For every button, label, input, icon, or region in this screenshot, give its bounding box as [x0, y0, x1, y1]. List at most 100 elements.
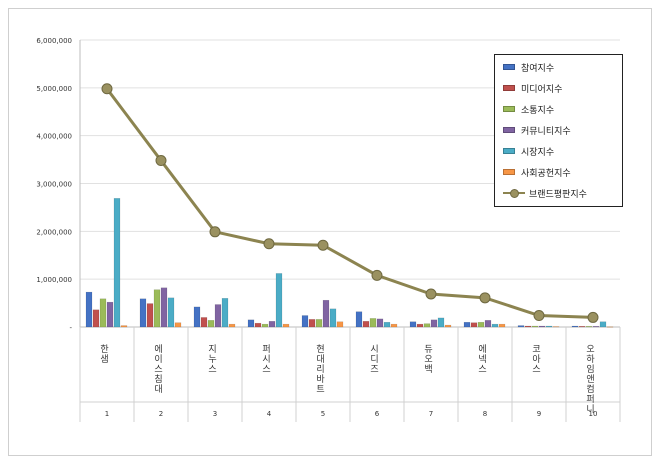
bar — [329, 308, 337, 328]
bar — [444, 324, 452, 328]
bar — [517, 325, 525, 328]
bar — [369, 318, 377, 328]
x-tick-label: 지누스 — [206, 344, 216, 374]
x-tick-label: 에이스침대 — [152, 344, 162, 394]
x-tick-label: 시디즈 — [368, 344, 378, 374]
bar — [409, 321, 417, 328]
y-tick-label: 4,000,000 — [36, 133, 72, 141]
brand-reputation-line — [105, 87, 594, 319]
brand-reputation-point — [533, 310, 545, 322]
legend-swatch — [503, 106, 515, 112]
x-tick-label: 오하임앤컴퍼니 — [584, 344, 594, 414]
bar — [383, 321, 391, 328]
bar — [437, 317, 445, 328]
bar — [268, 321, 276, 328]
x-tick-label: 코아스 — [530, 344, 540, 374]
bar — [390, 323, 398, 328]
bar — [362, 321, 370, 328]
bar — [571, 325, 579, 328]
rank-label: 1 — [105, 410, 109, 418]
bar — [113, 198, 121, 328]
y-tick-label: 6,000,000 — [36, 37, 72, 45]
y-tick-label: 2,000,000 — [36, 228, 72, 236]
bar — [498, 323, 506, 328]
bar — [160, 287, 168, 328]
bar — [430, 319, 438, 328]
legend-label: 소통지수 — [521, 105, 555, 116]
brand-reputation-point — [479, 292, 491, 304]
legend-label: 참여지수 — [521, 63, 555, 74]
legend-item-communication: 소통지수 — [503, 101, 554, 117]
legend-swatch — [503, 64, 515, 70]
y-tick-label: - — [69, 324, 72, 332]
bar — [275, 273, 283, 328]
rank-label: 4 — [267, 410, 272, 418]
bar — [599, 321, 607, 328]
legend-label: 시장지수 — [521, 147, 555, 158]
bar — [416, 323, 424, 328]
brand-reputation-point — [425, 288, 437, 300]
bar — [228, 323, 236, 328]
bar — [552, 326, 560, 328]
bar — [247, 319, 255, 328]
legend-item-community: 커뮤니티지수 — [503, 122, 571, 138]
x-tick-label: 한샘 — [98, 344, 108, 364]
bar — [484, 320, 492, 328]
bar — [99, 298, 107, 328]
brand-reputation-point — [263, 238, 275, 250]
y-tick-label: 3,000,000 — [36, 181, 72, 189]
brand-reputation-point — [155, 155, 167, 167]
legend-line-swatch — [503, 188, 525, 198]
bar — [470, 322, 478, 328]
bar — [146, 303, 154, 328]
legend-label: 커뮤니티지수 — [521, 126, 571, 137]
bar — [301, 315, 309, 328]
x-tick-label: 현대리바트 — [314, 344, 324, 394]
brand-reputation-point — [101, 83, 113, 95]
bar — [545, 325, 553, 328]
legend-item-brand: 브랜드평판지수 — [503, 185, 587, 201]
x-tick-label: 에넥스 — [476, 344, 486, 374]
bar — [585, 326, 593, 328]
legend-swatch — [503, 148, 515, 154]
bar — [336, 321, 344, 328]
rank-label: 10 — [589, 410, 598, 418]
bar — [254, 322, 262, 328]
legend-label: 사회공헌지수 — [521, 168, 571, 179]
bar — [85, 291, 93, 328]
bar — [261, 323, 269, 328]
rank-label: 9 — [537, 410, 541, 418]
y-tick-label: 1,000,000 — [36, 276, 72, 284]
bar — [92, 309, 100, 328]
legend-item-social: 사회공헌지수 — [503, 164, 571, 180]
rank-label: 6 — [375, 410, 380, 418]
bar — [214, 304, 222, 328]
bar — [477, 321, 485, 328]
bar — [139, 298, 147, 328]
rank-label: 5 — [321, 410, 325, 418]
brand-reputation-point — [371, 269, 383, 281]
bar — [106, 301, 114, 328]
y-tick-label: 5,000,000 — [36, 85, 72, 93]
bar — [221, 298, 229, 328]
legend-swatch — [503, 127, 515, 133]
bar — [524, 325, 532, 328]
legend-label: 브랜드평판지수 — [529, 189, 587, 200]
bar — [376, 318, 384, 328]
brand-reputation-point — [587, 311, 599, 323]
legend-label: 미디어지수 — [521, 84, 563, 95]
bar — [463, 321, 471, 328]
rank-label: 3 — [213, 410, 217, 418]
legend-item-participation: 참여지수 — [503, 59, 554, 75]
bar — [355, 311, 363, 328]
legend-item-media: 미디어지수 — [503, 80, 562, 96]
bar — [578, 326, 586, 328]
bar — [153, 289, 161, 328]
bar — [491, 323, 499, 328]
rank-label: 7 — [429, 410, 433, 418]
legend: 참여지수 미디어지수 소통지수 커뮤니티지수 시장지수 사회공헌지수 브랜드평판… — [494, 54, 623, 207]
brand-reputation-point — [317, 239, 329, 251]
bar — [592, 326, 600, 328]
x-tick-label: 듀오백 — [422, 344, 432, 374]
